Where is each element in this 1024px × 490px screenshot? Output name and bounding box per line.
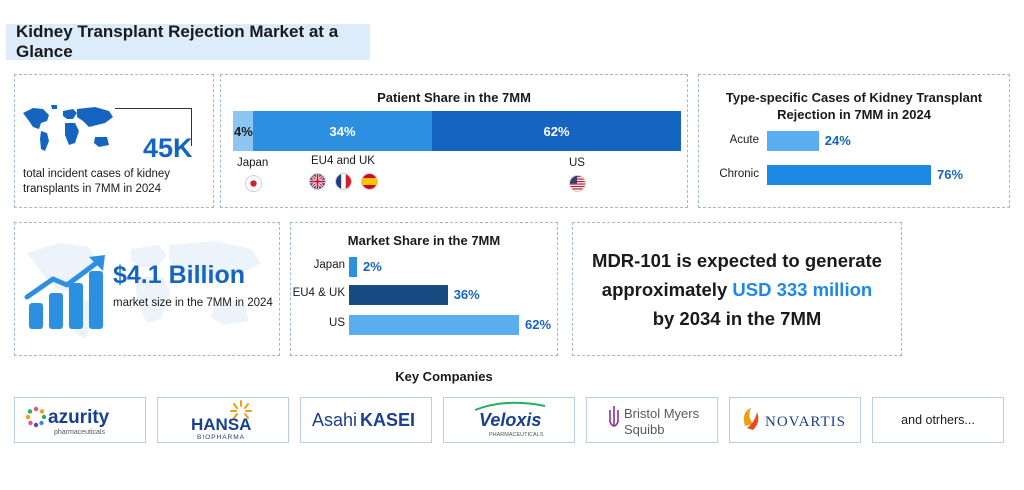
type-bar-value-chronic: 76% bbox=[937, 167, 964, 182]
azurity-logo-icon: azurity pharmaceuticals bbox=[25, 406, 110, 436]
us-flag-icon bbox=[569, 175, 586, 192]
spain-flag-icon bbox=[361, 173, 378, 190]
type-bar-value-acute: 24% bbox=[824, 133, 851, 148]
svg-text:azurity: azurity bbox=[48, 407, 110, 428]
uk-flag-icon bbox=[309, 173, 326, 190]
company-logo-bristol-myers-squibb: Bristol Myers Squibb bbox=[586, 397, 718, 443]
market-share-panel: Market Share in the 7MM Japan 2% EU4 & UK 3… bbox=[290, 222, 558, 356]
france-flag-icon bbox=[335, 173, 352, 190]
region-label-us: US bbox=[569, 157, 585, 169]
svg-text:BIOPHARMA: BIOPHARMA bbox=[197, 434, 245, 441]
growth-chart-icon bbox=[24, 255, 105, 329]
type-cases-panel: Type-specific Cases of Kidney Transplant… bbox=[698, 74, 1010, 208]
forecast-line-1: MDR-101 is expected to generate bbox=[592, 250, 882, 271]
company-logo-novartis: NOVARTIS bbox=[729, 397, 861, 443]
forecast-line-3: by 2034 in the 7MM bbox=[652, 308, 822, 329]
svg-text:KASEI: KASEI bbox=[360, 410, 415, 430]
page-title-banner: Kidney Transplant Rejection Market at a … bbox=[6, 22, 370, 61]
type-bar-label-acute: Acute bbox=[729, 134, 759, 146]
region-label-japan: Japan bbox=[237, 157, 269, 169]
svg-text:pharmaceuticals: pharmaceuticals bbox=[54, 429, 105, 436]
market-size-panel: $4.1 Billion market size in the 7MM in 2… bbox=[14, 222, 280, 356]
svg-text:NOVARTIS: NOVARTIS bbox=[765, 414, 846, 430]
share-segment-us: 62% bbox=[432, 111, 681, 151]
market-share-title: Market Share in the 7MM bbox=[347, 233, 501, 248]
market-size-description: market size in the 7MM in 2024 bbox=[113, 297, 273, 309]
novartis-logo-icon: NOVARTIS bbox=[743, 408, 846, 430]
market-bar-value-us: 62% bbox=[525, 317, 552, 332]
svg-text:Veloxis: Veloxis bbox=[479, 410, 541, 430]
forecast-panel: MDR-101 is expected to generate approxim… bbox=[572, 222, 902, 356]
leader-line-vertical bbox=[191, 108, 192, 146]
market-size-value: $4.1 Billion bbox=[113, 261, 245, 289]
forecast-line-2: approximately USD 333 million bbox=[573, 275, 901, 304]
hansa-logo-icon: HANSA BIOPHARMA bbox=[191, 400, 252, 441]
world-map-icon bbox=[23, 105, 113, 151]
region-label-eu4-uk: EU4 and UK bbox=[311, 155, 375, 167]
key-companies-title: Key Companies bbox=[395, 369, 493, 384]
svg-text:HANSA: HANSA bbox=[191, 415, 251, 434]
company-logo-others: and otrhers... bbox=[872, 397, 1004, 443]
svg-text:Squibb: Squibb bbox=[624, 422, 664, 437]
forecast-prefix: approximately bbox=[601, 279, 733, 300]
svg-text:PHARMACEUTICALS: PHARMACEUTICALS bbox=[489, 432, 544, 438]
type-bar-chronic bbox=[767, 165, 931, 185]
market-bar-label-us: US bbox=[329, 317, 345, 329]
leader-line bbox=[115, 108, 191, 109]
company-logo-hansa: HANSA BIOPHARMA bbox=[157, 397, 289, 443]
share-segment-eu4-uk: 34% bbox=[253, 111, 432, 151]
market-bar-label-japan: Japan bbox=[313, 259, 345, 271]
share-segment-japan: 4% bbox=[233, 111, 253, 151]
svg-text:Bristol Myers: Bristol Myers bbox=[624, 406, 700, 421]
forecast-text: MDR-101 is expected to generate approxim… bbox=[573, 246, 901, 333]
type-bar-label-chronic: Chronic bbox=[719, 168, 759, 180]
incident-description: total incident cases of kidney transplan… bbox=[23, 168, 171, 195]
type-cases-title: Type-specific Cases of Kidney Transplant… bbox=[725, 90, 983, 122]
market-bar-label-eu4-uk: EU4 & UK bbox=[292, 287, 345, 299]
page-title: Kidney Transplant Rejection Market at a … bbox=[16, 22, 339, 61]
market-bar-value-eu4-uk: 36% bbox=[453, 287, 480, 302]
bristol-myers-squibb-logo-icon: Bristol Myers Squibb bbox=[609, 406, 700, 437]
incident-value: 45K bbox=[143, 133, 193, 163]
market-bar-eu4-uk bbox=[349, 285, 448, 305]
japan-flag-icon bbox=[245, 175, 262, 192]
svg-text:Asahi: Asahi bbox=[312, 410, 357, 430]
veloxis-logo-icon: Veloxis PHARMACEUTICALS bbox=[474, 401, 546, 438]
market-bar-us bbox=[349, 315, 519, 335]
type-bar-acute bbox=[767, 131, 819, 151]
market-bar-japan bbox=[349, 257, 357, 277]
patient-share-panel: Patient Share in the 7MM 4% 34% 62% Japa… bbox=[220, 74, 688, 208]
others-label: and otrhers... bbox=[901, 413, 975, 427]
market-bar-value-japan: 2% bbox=[363, 259, 382, 274]
asahi-kasei-logo-icon: Asahi KASEI bbox=[312, 410, 415, 430]
company-logo-asahi-kasei: Asahi KASEI bbox=[300, 397, 432, 443]
forecast-highlight-value: USD 333 million bbox=[732, 279, 873, 300]
incident-cases-panel: 45K total incident cases of kidney trans… bbox=[14, 74, 214, 208]
company-logo-azurity: azurity pharmaceuticals bbox=[14, 397, 146, 443]
company-logo-veloxis: Veloxis PHARMACEUTICALS bbox=[443, 397, 575, 443]
patient-share-bar: 4% 34% 62% bbox=[233, 111, 681, 151]
patient-share-title: Patient Share in the 7MM bbox=[377, 90, 531, 105]
